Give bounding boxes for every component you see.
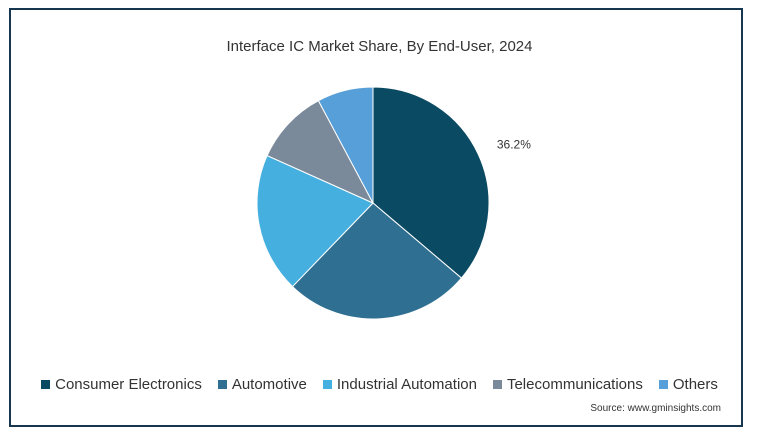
legend-label: Industrial Automation [336,376,477,393]
legend-swatch [322,380,332,389]
pie-slice-telecommunications [266,99,375,205]
pie-slice-consumer-electronics [372,86,490,279]
pie-slice-others [317,86,374,204]
legend-swatch [492,380,502,389]
legend: Consumer Electronics Automotive Industrial… [0,376,759,393]
legend-item: Industrial Automation [322,376,477,393]
legend-swatch [217,380,227,389]
legend-label: Automotive [231,376,307,393]
legend-swatch [658,380,668,389]
legend-item: Automotive [217,376,307,393]
legend-label: Telecommunications [506,376,643,393]
legend-item: Telecommunications [492,376,643,393]
legend-item: Consumer Electronics [41,376,202,393]
legend-item: Others [658,376,718,393]
legend-label: Others [672,376,718,393]
source-note: Source: www.gminsights.com [590,403,721,414]
legend-label: Consumer Electronics [55,376,202,393]
pie-slice-automotive [291,202,463,320]
pie-slice-industrial-automation [256,154,374,288]
data-label-consumer-electronics: 36.2% [497,137,531,151]
chart-title: Interface IC Market Share, By End-User, … [226,38,533,55]
legend-swatch [41,380,51,389]
